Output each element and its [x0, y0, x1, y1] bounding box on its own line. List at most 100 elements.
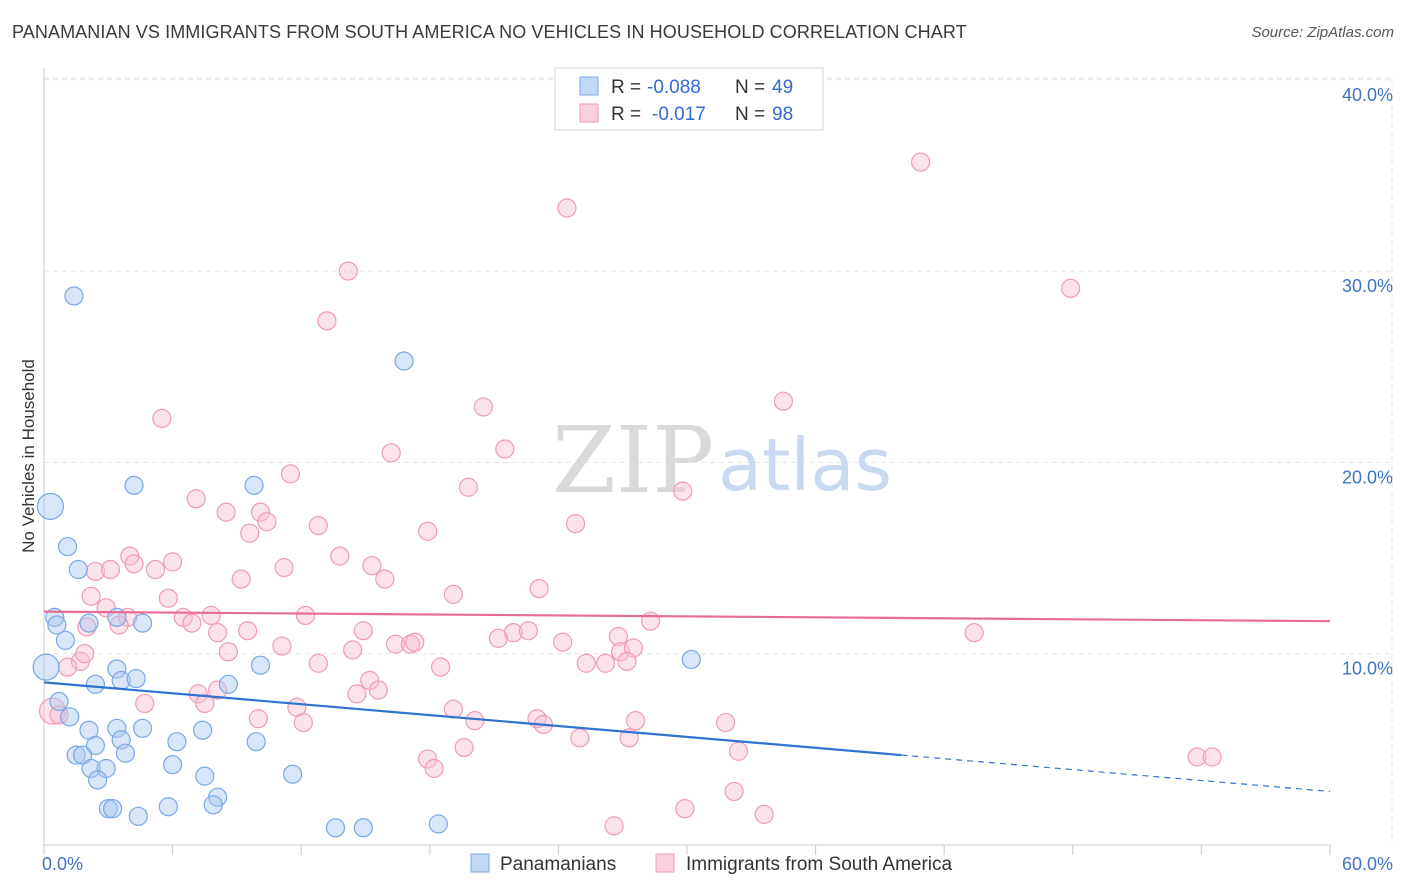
panamanian-point-44 — [203, 795, 223, 815]
series-legend: Panamanians Immigrants from South Americ… — [470, 853, 953, 875]
immigrant-point-13 — [458, 477, 478, 497]
immigrant-point-27 — [362, 556, 382, 576]
series-label-immigrants: Immigrants from South America — [686, 854, 953, 875]
immigrant-point-54 — [964, 623, 984, 643]
panamanian-point-8 — [45, 607, 65, 627]
panamanians-points — [32, 286, 701, 838]
y-tick-label-0: 10.0% — [1342, 659, 1393, 679]
immigrant-point-96 — [724, 781, 744, 802]
immigrant-point-67 — [308, 653, 328, 673]
panamanian-point-46 — [325, 818, 346, 838]
immigrants-trend-line — [43, 610, 1331, 623]
legend-n-value-1: 49 — [772, 77, 793, 98]
immigrant-point-17 — [250, 502, 271, 522]
immigrant-point-32 — [231, 569, 251, 589]
watermark-zip: ZIP — [552, 407, 714, 514]
immigrant-point-7 — [473, 397, 493, 417]
immigrant-point-21 — [418, 521, 438, 541]
source-label: Source: ZipAtlas.com — [1251, 24, 1394, 41]
panamanian-point-33 — [115, 743, 136, 763]
immigrant-point-88 — [570, 728, 590, 748]
immigrant-point-4 — [338, 261, 358, 281]
series-swatch-immigrants — [655, 853, 675, 873]
immigrant-point-48 — [238, 621, 258, 641]
immigrant-point-16 — [216, 502, 236, 522]
panamanian-point-37 — [87, 770, 108, 790]
immigrant-point-81 — [248, 709, 268, 729]
panamanian-point-27 — [85, 735, 106, 756]
legend-swatch-immigrants — [579, 103, 599, 123]
series-label-panamanians: Panamanians — [500, 854, 616, 875]
immigrant-point-53 — [608, 626, 629, 647]
legend-box — [554, 67, 824, 131]
panamanians-trend-line — [43, 681, 902, 757]
immigrant-point-49 — [353, 621, 373, 641]
immigrant-point-15 — [186, 489, 206, 509]
grid-lines — [44, 77, 1393, 845]
panamanian-point-26 — [193, 720, 213, 740]
immigrant-point-19 — [240, 523, 260, 543]
immigrant-point-34 — [529, 579, 549, 599]
immigrant-point-94 — [1187, 747, 1207, 767]
panamanian-point-16 — [681, 649, 701, 670]
immigrant-point-46 — [640, 611, 661, 631]
immigrant-point-35 — [81, 586, 101, 606]
panamanian-point-1 — [32, 653, 60, 681]
trend-lines — [43, 610, 1331, 793]
panamanian-point-20 — [218, 674, 238, 694]
immigrant-point-9 — [152, 408, 172, 429]
immigrant-point-92 — [418, 749, 438, 769]
legend-n-value-2: 98 — [772, 104, 793, 125]
immigrant-point-78 — [195, 693, 215, 714]
immigrant-point-2 — [911, 152, 931, 172]
immigrant-point-68 — [430, 657, 451, 677]
legend-r-label-2: R = — [611, 104, 641, 125]
panamanian-point-3 — [394, 351, 414, 371]
immigrant-point-70 — [595, 653, 616, 673]
immigrant-point-20 — [308, 515, 328, 536]
panamanian-point-25 — [132, 718, 153, 738]
immigrant-point-57 — [272, 636, 292, 656]
panamanian-point-43 — [158, 797, 178, 817]
panamanian-point-47 — [353, 818, 373, 838]
immigrant-point-31 — [100, 559, 121, 580]
immigrant-point-25 — [163, 552, 183, 572]
immigrant-point-50 — [503, 623, 523, 643]
panamanian-point-14 — [107, 659, 127, 679]
immigrant-point-12 — [280, 464, 301, 484]
panamanian-point-48 — [428, 814, 448, 834]
immigrant-point-75 — [347, 684, 367, 704]
immigrant-point-98 — [754, 804, 774, 824]
axes — [43, 68, 1331, 855]
immigrant-point-5 — [317, 311, 337, 331]
immigrant-point-26 — [330, 546, 350, 566]
immigrant-point-91 — [728, 741, 749, 761]
series-swatch-panamanians — [470, 853, 490, 873]
panamanian-point-5 — [244, 475, 264, 495]
legend-n-label-1: N = — [735, 77, 765, 98]
panamanian-point-24 — [107, 718, 127, 738]
panamanian-point-17 — [85, 674, 106, 694]
chart-title: PANAMANIAN VS IMMIGRANTS FROM SOUTH AMER… — [12, 22, 967, 42]
panamanian-point-36 — [163, 755, 183, 775]
immigrant-point-10 — [381, 443, 401, 463]
immigrant-point-56 — [75, 644, 95, 664]
immigrant-point-3 — [557, 198, 577, 218]
panamanian-point-19 — [126, 668, 146, 689]
immigrant-point-22 — [565, 514, 586, 534]
immigrant-point-93 — [424, 758, 444, 779]
panamanian-point-10 — [79, 613, 99, 633]
watermark: ZIP atlas — [552, 407, 892, 514]
immigrant-point-6 — [1061, 278, 1081, 298]
immigrant-point-30 — [85, 561, 106, 582]
panamanian-point-34 — [81, 758, 101, 779]
legend: R = -0.088 N = 49 R = -0.017 N = 98 — [554, 67, 824, 131]
immigrant-point-42 — [295, 605, 316, 626]
immigrant-point-37 — [443, 584, 463, 604]
immigrant-point-74 — [208, 680, 228, 700]
panamanian-point-2 — [64, 286, 84, 306]
y-tick-label-3: 40.0% — [1342, 85, 1393, 105]
panamanian-point-22 — [60, 707, 80, 727]
panamanian-point-29 — [167, 732, 187, 752]
legend-r-label-1: R = — [611, 77, 641, 98]
